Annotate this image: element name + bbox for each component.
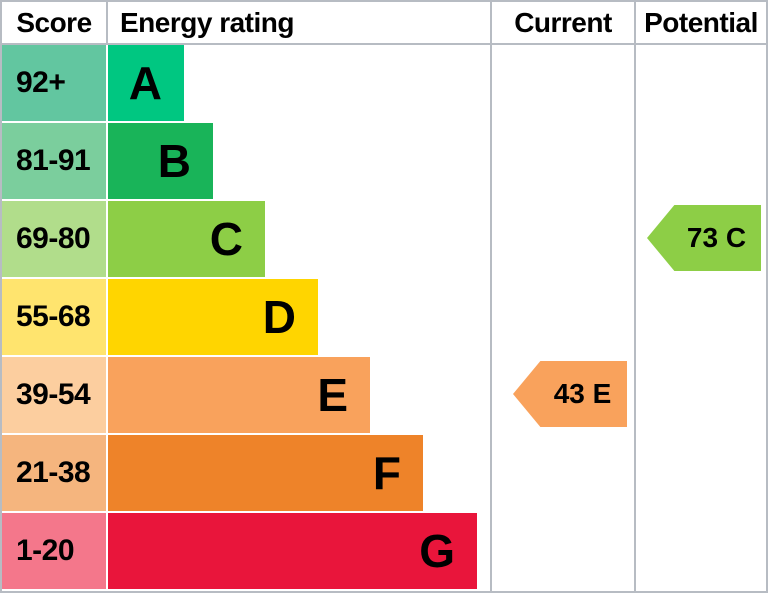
band-row-e: 39-54 E (2, 357, 766, 435)
band-score-range: 39-54 (2, 357, 106, 433)
band-rows: 92+ A 81-91 B 69-80 C 55-68 D 39-54 (2, 45, 766, 591)
band-letter: B (157, 135, 191, 187)
table-header: Score Energy rating Current Potential (2, 2, 766, 45)
band-score-range: 69-80 (2, 201, 106, 277)
header-energy-rating: Energy rating (120, 6, 294, 38)
band-letter: A (128, 57, 162, 109)
header-score-divider (106, 2, 108, 43)
header-current: Current (514, 6, 612, 38)
band-row-d: 55-68 D (2, 279, 766, 357)
band-score-range: 81-91 (2, 123, 106, 199)
band-letter: E (317, 369, 348, 421)
band-score-range: 92+ (2, 45, 106, 121)
band-letter: F (372, 447, 401, 499)
band-score-range: 21-38 (2, 435, 106, 511)
current-rating-label: 43 E (553, 378, 612, 409)
current-rating-arrow: 43 E (513, 361, 627, 427)
band-bar: A (108, 45, 184, 121)
band-bar: E (108, 357, 370, 433)
band-bar: C (108, 201, 265, 277)
band-letter: G (419, 525, 455, 577)
band-bar: F (108, 435, 423, 511)
band-bar: B (108, 123, 213, 199)
column-divider-current (490, 2, 492, 591)
band-letter: C (209, 213, 243, 265)
band-row-a: 92+ A (2, 45, 766, 123)
potential-rating-arrow: 73 C (647, 205, 761, 271)
band-row-g: 1-20 G (2, 513, 766, 591)
band-score-range: 1-20 (2, 513, 106, 589)
header-potential: Potential (644, 6, 758, 38)
band-row-b: 81-91 B (2, 123, 766, 201)
band-row-f: 21-38 F (2, 435, 766, 513)
band-letter: D (262, 291, 296, 343)
band-bar: D (108, 279, 318, 355)
potential-rating-label: 73 C (686, 222, 747, 253)
column-divider-potential (634, 2, 636, 591)
band-row-c: 69-80 C (2, 201, 766, 279)
band-bar: G (108, 513, 477, 589)
band-score-range: 55-68 (2, 279, 106, 355)
header-score: Score (16, 6, 92, 38)
